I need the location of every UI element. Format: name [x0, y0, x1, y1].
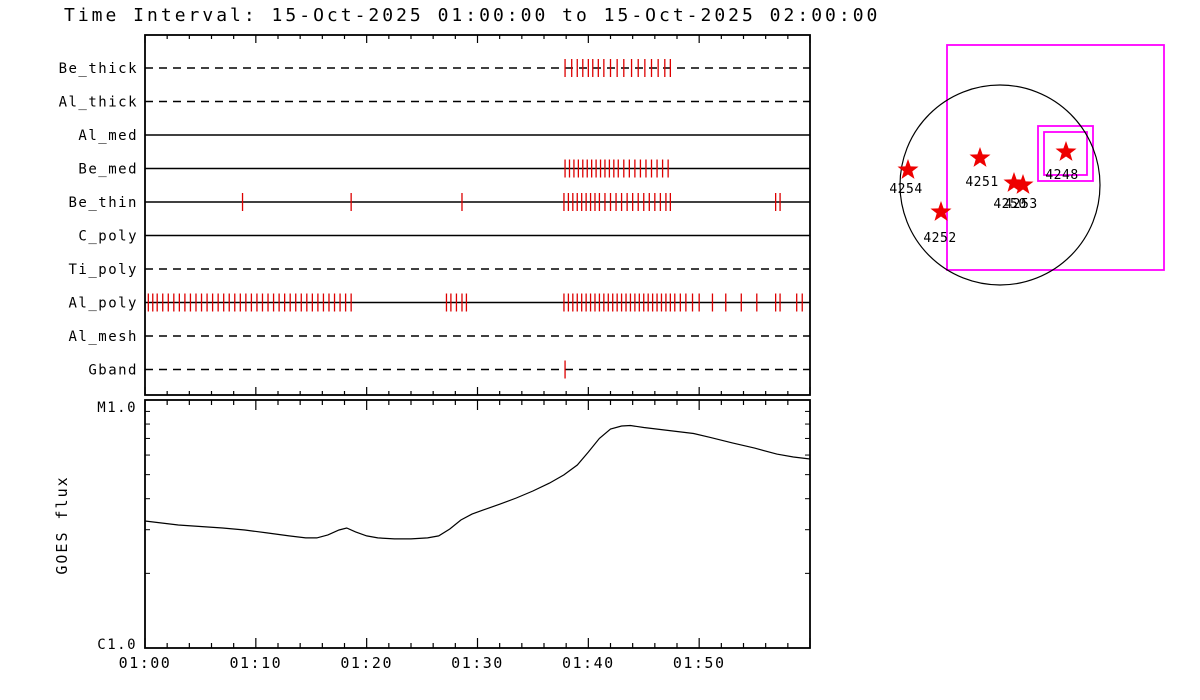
- x-tick-label: 01:10: [230, 654, 283, 672]
- fov-box-0: [946, 44, 1165, 271]
- x-tick-label: 01:00: [119, 654, 172, 672]
- goes-flux-curve: [144, 424, 811, 540]
- filter-label-Al_poly: Al_poly: [68, 296, 138, 312]
- filter-label-Ti_poly: Ti_poly: [68, 262, 138, 278]
- region-label-4253: 4253: [1004, 197, 1037, 212]
- goes-y-min-label: C1.0: [97, 637, 137, 653]
- region-label-4248: 4248: [1045, 168, 1078, 183]
- x-tick-label: 01:40: [562, 654, 615, 672]
- region-label-4250: 4250: [993, 197, 1026, 212]
- filter-label-C_poly: C_poly: [78, 229, 138, 245]
- filter-label-Gband: Gband: [88, 363, 138, 379]
- filter-label-Be_thick: Be_thick: [59, 61, 138, 77]
- goes-y-max-label: M1.0: [97, 400, 137, 416]
- region-star-4253: [1012, 174, 1034, 194]
- filter-label-Be_thin: Be_thin: [68, 195, 138, 211]
- filter-label-Al_mesh: Al_mesh: [68, 329, 138, 345]
- region-label-4251: 4251: [965, 175, 998, 190]
- x-tick-label: 01:30: [451, 654, 504, 672]
- x-tick-label: 01:50: [673, 654, 726, 672]
- region-star-4251: [969, 147, 991, 167]
- region-star-4254: [897, 159, 919, 179]
- region-star-4252: [930, 201, 952, 221]
- goes-axis-title: GOES flux: [53, 475, 71, 575]
- filter-label-Al_thick: Al_thick: [59, 95, 138, 111]
- page-title: Time Interval: 15-Oct-2025 01:00:00 to 1…: [64, 5, 881, 26]
- filters-panel-frame: [144, 34, 811, 396]
- region-star-4248: [1055, 141, 1077, 161]
- region-label-4252: 4252: [923, 231, 956, 246]
- filter-label-Be_med: Be_med: [78, 162, 138, 178]
- solar-disk: [899, 84, 1101, 286]
- fov-box-1: [1037, 125, 1094, 182]
- x-tick-label: 01:20: [340, 654, 393, 672]
- filter-label-Al_med: Al_med: [78, 128, 138, 144]
- region-label-4254: 4254: [889, 182, 922, 197]
- fov-box-2: [1043, 131, 1088, 176]
